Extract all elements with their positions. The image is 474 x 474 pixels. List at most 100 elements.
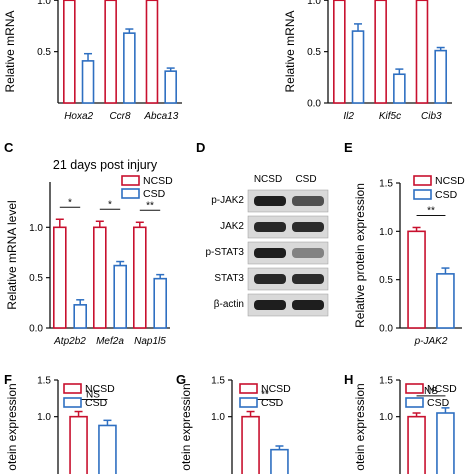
blot-column-label: CSD	[295, 174, 316, 185]
panel-d-western-blot: NCSD CSD p-JAK2 JAK2 p-STAT3 STAT3 β-actin	[205, 174, 329, 317]
bar-ncsd	[241, 415, 260, 474]
y-axis-label: otein expression	[353, 383, 367, 470]
panel-g-chart: 1.0 1.5 otein expression **NCSD CSD	[179, 376, 291, 474]
blot-band	[254, 196, 286, 206]
blot-row-label: p-JAK2	[211, 195, 244, 206]
blot-row-label: p-STAT3	[205, 247, 244, 258]
y-tick-label: 1.5	[379, 376, 393, 387]
y-tick-label: 0.5	[37, 47, 51, 58]
blot-band	[254, 222, 286, 232]
blot-row-label: STAT3	[214, 273, 244, 284]
bar-csd	[434, 49, 447, 104]
y-tick-label: 1.0	[29, 223, 43, 234]
significance-label: NS	[424, 386, 438, 397]
bar-csd	[113, 264, 127, 329]
significance-label: **	[427, 205, 435, 216]
significance-label: **	[261, 390, 269, 401]
panel-h-letter: H	[344, 372, 353, 387]
y-axis-label: Relative mRNA	[283, 10, 297, 92]
bar-csd	[73, 304, 87, 329]
panel-a-chart: 0.5 1.0 Relative mRNA Hoxa2 Ccr8 Abca13	[3, 0, 182, 122]
legend-swatch-ncsd	[121, 175, 140, 186]
y-tick-label: 1.5	[211, 376, 225, 387]
bar-csd	[98, 424, 117, 474]
y-tick-label: 0.5	[29, 273, 43, 284]
y-tick-label: 1.0	[211, 412, 225, 423]
blot-band	[254, 300, 286, 310]
x-tick-label: Hoxa2	[64, 111, 93, 122]
x-tick-label: Atp2b2	[53, 336, 86, 347]
y-tick-label: 0.0	[307, 99, 321, 110]
x-tick-label: p-JAK2	[414, 336, 448, 347]
bar-ncsd	[374, 0, 387, 104]
panel-e-letter: E	[344, 140, 353, 155]
y-tick-label: 0.5	[379, 275, 393, 286]
blot-column-label: NCSD	[254, 174, 282, 185]
legend-swatch-ncsd	[239, 383, 258, 394]
panel-c-chart: 0.0 0.5 1.0 Relative mRNA level * Atp2b2 * Mef2…	[5, 158, 173, 347]
legend-label-ncsd: NCSD	[85, 383, 115, 395]
bar-csd	[164, 70, 177, 104]
y-axis-label: Relative mRNA level	[5, 200, 19, 309]
legend-label-csd: CSD	[427, 397, 450, 409]
y-axis-label: otein expression	[5, 383, 19, 470]
panel-e-chart: 0.0 0.5 1.0 1.5 Relative protein expression *…	[353, 175, 465, 347]
legend-label-csd: CSD	[435, 189, 458, 201]
y-tick-label: 0.0	[29, 324, 43, 335]
bar-ncsd	[407, 415, 426, 474]
legend-swatch-csd	[413, 189, 432, 200]
blot-strip	[247, 189, 329, 213]
legend-swatch-csd	[121, 188, 140, 199]
panel-g-letter: G	[176, 372, 186, 387]
legend-label-ncsd: NCSD	[435, 175, 465, 187]
bar-ncsd	[52, 226, 67, 329]
x-tick-label: Mef2a	[96, 336, 124, 347]
y-tick-label: 0.0	[379, 324, 393, 335]
legend-swatch-csd	[239, 397, 258, 408]
blot-strip	[247, 293, 329, 317]
y-tick-label: 1.0	[379, 227, 393, 238]
bar-csd	[436, 412, 455, 474]
legend-label-csd: CSD	[85, 397, 108, 409]
blot-band	[292, 222, 324, 232]
y-tick-label: 1.5	[37, 376, 51, 387]
significance-label: **	[146, 200, 154, 211]
legend-label-ncsd: NCSD	[143, 175, 173, 187]
x-tick-label: Cib3	[421, 111, 442, 122]
x-tick-label: Nap1l5	[134, 336, 166, 347]
blot-strip	[247, 215, 329, 239]
y-tick-label: 1.0	[307, 0, 321, 7]
panel-f-letter: F	[4, 372, 12, 387]
blot-row-label: β-actin	[214, 299, 244, 310]
legend-swatch-ncsd	[405, 383, 424, 394]
legend-swatch-csd	[63, 397, 82, 408]
panel-c-letter: C	[4, 140, 14, 155]
y-tick-label: 0.5	[307, 47, 321, 58]
bar-csd	[123, 32, 136, 104]
bar-csd	[351, 30, 365, 104]
legend-swatch-ncsd	[63, 383, 82, 394]
blot-band	[292, 300, 324, 310]
bar-csd	[153, 277, 167, 329]
y-axis-label: otein expression	[179, 383, 193, 470]
bar-ncsd	[145, 0, 159, 104]
bar-ncsd	[415, 0, 429, 104]
bar-csd	[270, 448, 289, 474]
chart-title: 21 days post injury	[53, 158, 158, 172]
significance-label: *	[108, 199, 112, 210]
legend-label-csd: CSD	[143, 188, 166, 200]
y-axis-label: Relative protein expression	[353, 183, 367, 328]
legend-swatch-csd	[405, 397, 424, 408]
legend-swatch-ncsd	[413, 175, 432, 186]
blot-row-label: JAK2	[220, 221, 244, 232]
bar-ncsd	[63, 0, 76, 104]
bar-ncsd	[69, 415, 88, 474]
bar-ncsd	[333, 0, 346, 104]
x-tick-label: Abca13	[143, 111, 178, 122]
blot-band	[292, 248, 324, 258]
x-tick-label: Il2	[343, 111, 354, 122]
bar-ncsd	[133, 226, 147, 329]
panel-b-chart: 0.0 0.5 1.0 Relative mRNA Il2 Kif5c Cib3	[283, 0, 452, 122]
